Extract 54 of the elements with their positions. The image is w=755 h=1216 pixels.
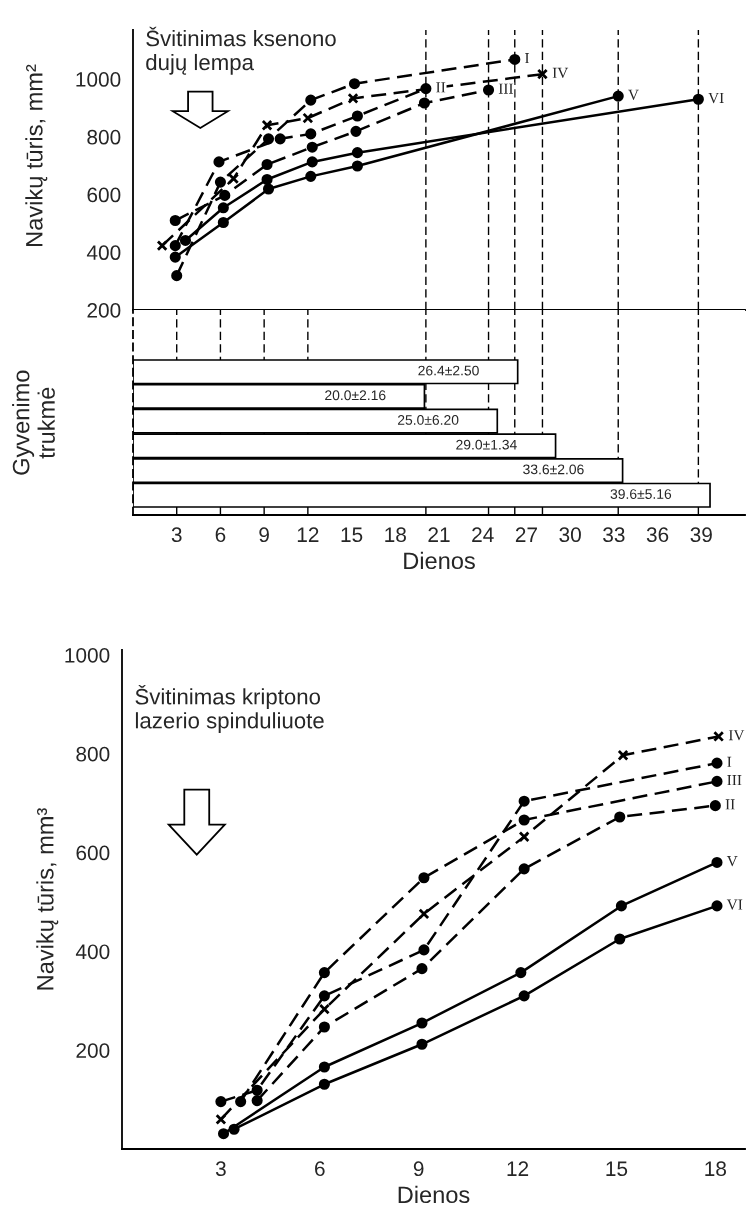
series-label: VI: [708, 92, 724, 104]
x-tick-label: 18: [705, 1161, 727, 1177]
series-label: IV: [728, 730, 745, 741]
x-axis-title: Dienos: [404, 551, 475, 570]
annotation: Švitinimas ksenono dujų lempa: [146, 26, 336, 75]
series-label: I: [525, 53, 530, 64]
x-tick-label: 9: [413, 1161, 424, 1177]
x-tick-label: 30: [559, 527, 581, 543]
x-tick-label: 39: [690, 527, 712, 543]
x-tick-label: 6: [215, 527, 226, 543]
series-label: IV: [552, 67, 569, 79]
y-tick-label: 200: [87, 303, 121, 318]
y-tick-label: 600: [76, 845, 110, 861]
y-tick-label: 800: [76, 746, 110, 762]
data-label: 25.0±6.20: [397, 415, 459, 425]
series-label: II: [725, 799, 735, 810]
series-label: VI: [726, 899, 743, 910]
y-tick-label: 200: [76, 1043, 110, 1058]
x-tick-label: 6: [315, 1161, 325, 1177]
y-tick-label: 1000: [65, 647, 110, 663]
data-label: 33.6±2.06: [523, 464, 584, 475]
y-tick-label: 800: [87, 129, 121, 145]
y-tick-label: 400: [86, 245, 121, 261]
series-label: V: [628, 89, 639, 101]
series-label: II: [436, 82, 446, 93]
data-label: 20.0±2.16: [325, 390, 386, 401]
annotation: Švitinimas kriptono lazerio spinduliuote: [135, 684, 324, 733]
series-label: III: [727, 775, 742, 786]
y-axis-title: Gyvenimo trukmė: [12, 370, 55, 475]
data-label: 39.6±5.16: [610, 489, 672, 499]
x-tick-label: 12: [297, 527, 319, 542]
y-axis-title: Navikų tūris, mm³: [36, 808, 59, 990]
x-tick-label: 27: [515, 527, 537, 542]
y-axis-title: Navikų tūris, mm²: [25, 64, 48, 246]
x-tick-label: 24: [472, 527, 494, 542]
y-tick-label: 1000: [76, 72, 121, 87]
series-label: I: [727, 756, 732, 767]
x-tick-label: 36: [646, 527, 669, 543]
y-tick-label: 400: [75, 944, 110, 960]
x-tick-label: 3: [215, 1161, 226, 1177]
x-tick-label: 3: [171, 527, 182, 543]
data-label: 26.4±2.50: [418, 365, 479, 376]
x-tick-label: 9: [259, 527, 269, 543]
series-label: V: [726, 856, 738, 867]
x-tick-label: 18: [385, 527, 406, 543]
x-tick-label: 33: [603, 527, 625, 543]
x-tick-label: 12: [507, 1161, 529, 1176]
x-tick-label: 15: [606, 1161, 628, 1177]
data-label: 29.0±1.34: [456, 439, 517, 450]
y-tick-label: 600: [87, 187, 121, 203]
x-axis-title: Dienos: [398, 1185, 470, 1204]
x-tick-label: 21: [428, 527, 450, 542]
x-tick-label: 15: [341, 527, 363, 543]
series-label: III: [498, 83, 513, 94]
